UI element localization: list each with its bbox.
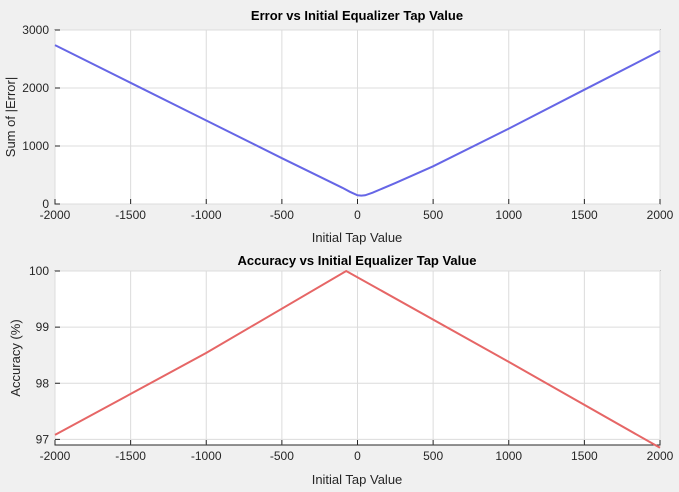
error-plot: -2000 -1500 -1000 -500 0 500 1000 1500 2000 0 1000… xyxy=(3,8,674,245)
x-tick-label: 500 xyxy=(423,208,443,222)
x-tick-label: -1000 xyxy=(191,208,222,222)
x-tick-label: -2000 xyxy=(40,208,71,222)
x-tick-label: 2000 xyxy=(647,449,674,463)
accuracy-series-line xyxy=(54,269,661,449)
accuracy-plot-xlabel: Initial Tap Value xyxy=(312,472,403,487)
y-tick-label: 100 xyxy=(29,264,49,278)
x-tick-label: -1500 xyxy=(115,449,146,463)
error-plot-ylabel: Sum of |Error| xyxy=(3,77,18,157)
x-tick-label: -1500 xyxy=(115,208,146,222)
y-tick-label: 98 xyxy=(36,376,50,390)
y-tick-label: 99 xyxy=(36,320,50,334)
x-tick-label: 1000 xyxy=(495,449,522,463)
accuracy-plot-title: Accuracy vs Initial Equalizer Tap Value xyxy=(238,253,477,268)
y-tick-label: 0 xyxy=(42,197,49,211)
x-tick-label: -500 xyxy=(270,208,294,222)
x-tick-label: 1500 xyxy=(571,449,598,463)
x-tick-label: -500 xyxy=(270,449,294,463)
x-tick-label: 1500 xyxy=(571,208,598,222)
y-tick-label: 2000 xyxy=(22,81,49,95)
y-tick-label: 3000 xyxy=(22,23,49,37)
x-tick-label: 500 xyxy=(423,449,443,463)
error-plot-ticks: -2000 -1500 -1000 -500 0 500 1000 1500 2000 0 1000… xyxy=(22,23,673,222)
x-tick-label: 2000 xyxy=(647,208,674,222)
x-tick-label: 1000 xyxy=(495,208,522,222)
x-tick-label: -2000 xyxy=(40,449,71,463)
error-plot-xlabel: Initial Tap Value xyxy=(312,230,403,245)
x-tick-label: 0 xyxy=(354,208,361,222)
x-tick-label: -1000 xyxy=(191,449,222,463)
accuracy-plot-ticks: -2000 -1500 -1000 -500 0 500 1000 1500 2000 97 98 9… xyxy=(29,264,674,463)
accuracy-plot-grid xyxy=(54,270,661,445)
accuracy-plot: -2000 -1500 -1000 -500 0 500 1000 1500 2000 97 98 9… xyxy=(8,253,674,487)
accuracy-plot-ylabel: Accuracy (%) xyxy=(8,319,23,396)
y-tick-label: 97 xyxy=(36,432,50,446)
x-tick-label: 0 xyxy=(354,449,361,463)
y-tick-label: 1000 xyxy=(22,139,49,153)
error-series-line xyxy=(54,44,661,197)
error-plot-title: Error vs Initial Equalizer Tap Value xyxy=(251,8,463,23)
